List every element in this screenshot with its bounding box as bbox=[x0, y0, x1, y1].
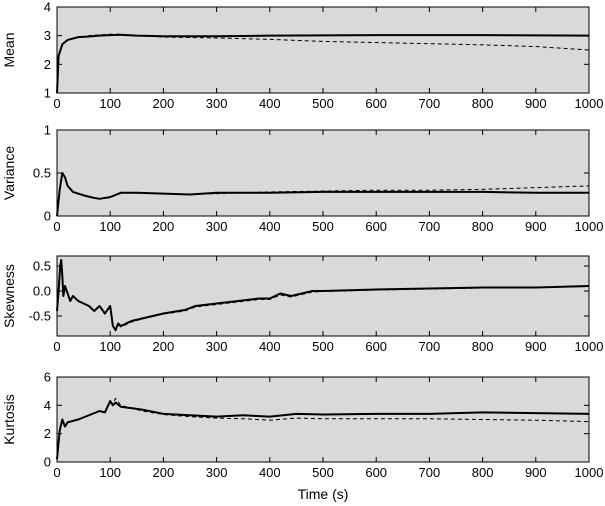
variance-x-tick-label: 800 bbox=[472, 219, 494, 234]
mean-x-tick-label: 100 bbox=[99, 96, 121, 111]
mean-plot-area bbox=[57, 7, 589, 93]
variance-x-tick-label: 400 bbox=[259, 219, 281, 234]
skewness-x-tick-label: 800 bbox=[472, 339, 494, 354]
skewness-panel: 0 100 200 300 400 500 600 700 800 900 1000 0.5 0.0 -0… bbox=[1, 255, 604, 354]
kurtosis-x-tick-label: 600 bbox=[365, 465, 387, 480]
skewness-x-tick-label: 500 bbox=[312, 339, 334, 354]
variance-x-tick-label: 700 bbox=[419, 219, 441, 234]
mean-x-tick-label: 800 bbox=[472, 96, 494, 111]
kurtosis-x-tick-label: 500 bbox=[312, 465, 334, 480]
variance-plot-area bbox=[57, 130, 589, 216]
mean-y-tick-label: 1 bbox=[44, 86, 51, 101]
skewness-x-tick-label: 1000 bbox=[575, 339, 604, 354]
variance-x-tick-label: 600 bbox=[365, 219, 387, 234]
mean-x-tick-label: 400 bbox=[259, 96, 281, 111]
kurtosis-x-tick-label: 400 bbox=[259, 465, 281, 480]
skewness-x-tick-label: 700 bbox=[419, 339, 441, 354]
skewness-y-axis-label: Skewness bbox=[1, 264, 17, 328]
mean-x-tick-label: 600 bbox=[365, 96, 387, 111]
mean-series-dashed bbox=[56, 33, 590, 94]
skewness-y-tick-label: 0.0 bbox=[33, 284, 51, 299]
kurtosis-x-tick-label: 800 bbox=[472, 465, 494, 480]
variance-x-tick-label: 300 bbox=[206, 219, 228, 234]
mean-y-axis-label: Mean bbox=[1, 32, 17, 67]
mean-x-tick-label: 200 bbox=[153, 96, 175, 111]
kurtosis-y-tick-label: 2 bbox=[44, 426, 51, 441]
variance-x-tick-label: 900 bbox=[525, 219, 547, 234]
skewness-x-tick-label: 400 bbox=[259, 339, 281, 354]
variance-x-tick-label: 1000 bbox=[575, 219, 604, 234]
variance-y-tick-label: 0 bbox=[44, 209, 51, 224]
kurtosis-x-tick-label: 1000 bbox=[575, 465, 604, 480]
mean-y-tick-label: 2 bbox=[44, 57, 51, 72]
mean-x-tick-label: 500 bbox=[312, 96, 334, 111]
skewness-x-tick-label: 200 bbox=[153, 339, 175, 354]
variance-x-tick-label: 0 bbox=[53, 219, 60, 234]
skewness-x-tick-label: 300 bbox=[206, 339, 228, 354]
skewness-x-tick-label: 100 bbox=[99, 339, 121, 354]
skewness-x-tick-label: 600 bbox=[365, 339, 387, 354]
kurtosis-x-tick-label: 300 bbox=[206, 465, 228, 480]
kurtosis-x-tick-label: 200 bbox=[153, 465, 175, 480]
skewness-series-dashed bbox=[56, 259, 590, 332]
mean-panel: 0 100 200 300 400 500 600 700 800 900 1000 1 2 3 4 Mean bbox=[1, 0, 603, 111]
variance-x-tick-label: 100 bbox=[99, 219, 121, 234]
kurtosis-y-tick-label: 4 bbox=[44, 398, 51, 413]
mean-y-tick-label: 3 bbox=[44, 28, 51, 43]
skewness-plot-area bbox=[57, 256, 589, 336]
kurtosis-panel: 0 100 200 300 400 500 600 700 800 900 1000 0 2 4 6 Kurt… bbox=[1, 370, 603, 503]
kurtosis-y-tick-label: 0 bbox=[44, 455, 51, 470]
kurtosis-y-tick-label: 6 bbox=[44, 370, 51, 385]
x-axis-label: Time (s) bbox=[298, 486, 349, 502]
skewness-y-tick-label: -0.5 bbox=[29, 309, 51, 324]
variance-y-tick-label: 1 bbox=[44, 123, 51, 138]
mean-y-tick-label: 4 bbox=[44, 0, 51, 15]
skewness-x-tick-label: 0 bbox=[53, 339, 60, 354]
variance-y-axis-label: Variance bbox=[1, 146, 17, 200]
kurtosis-series-dashed bbox=[56, 397, 590, 460]
variance-y-tick-label: 0.5 bbox=[33, 166, 51, 181]
skewness-x-tick-label: 900 bbox=[525, 339, 547, 354]
mean-x-tick-label: 300 bbox=[206, 96, 228, 111]
variance-series-dashed bbox=[56, 172, 590, 217]
mean-x-tick-label: 1000 bbox=[575, 96, 604, 111]
kurtosis-x-tick-label: 100 bbox=[99, 465, 121, 480]
kurtosis-y-axis-label: Kurtosis bbox=[1, 394, 17, 445]
variance-x-tick-label: 200 bbox=[153, 219, 175, 234]
kurtosis-x-tick-label: 700 bbox=[419, 465, 441, 480]
mean-x-tick-label: 700 bbox=[419, 96, 441, 111]
variance-x-tick-label: 500 bbox=[312, 219, 334, 234]
kurtosis-x-tick-label: 900 bbox=[525, 465, 547, 480]
variance-panel: 0 100 200 300 400 500 600 700 800 900 1000 0 0.5 1 Var… bbox=[1, 123, 603, 235]
mean-x-tick-label: 0 bbox=[53, 96, 60, 111]
kurtosis-x-tick-label: 0 bbox=[53, 465, 60, 480]
skewness-series-solid bbox=[56, 259, 590, 331]
mean-x-tick-label: 900 bbox=[525, 96, 547, 111]
skewness-y-tick-label: 0.5 bbox=[33, 259, 51, 274]
